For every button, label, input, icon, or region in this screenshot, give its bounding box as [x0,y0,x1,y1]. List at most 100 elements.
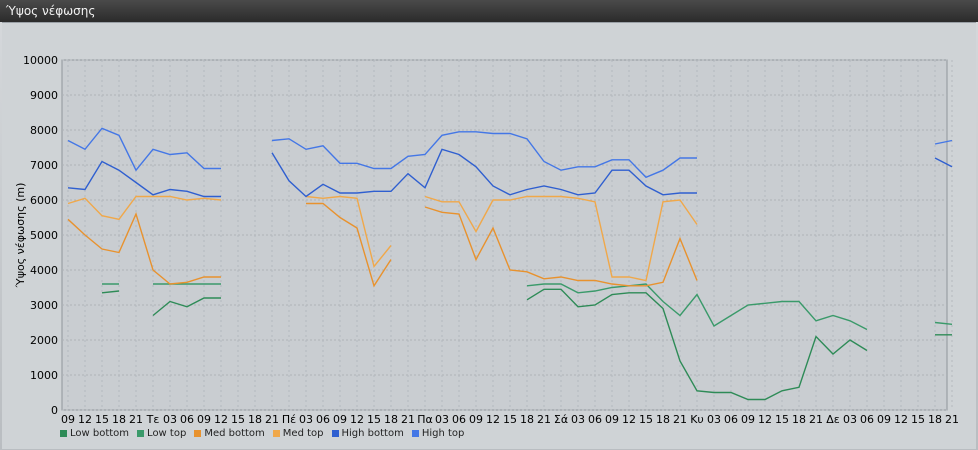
x-tick-label: 21 [945,413,959,426]
x-tick-label: 21 [673,413,687,426]
legend-label: Low bottom [70,427,130,439]
legend-item: Med bottom [194,426,265,440]
y-tick-label: 5000 [30,229,58,242]
y-tick-label: 4000 [30,264,58,277]
x-tick-label: 18 [112,413,126,426]
x-tick-label: 09 [605,413,619,426]
y-tick-label: 7000 [30,159,58,172]
x-tick-label: 15 [95,413,109,426]
y-tick-label: 8000 [30,124,58,137]
series-lines [67,127,953,401]
legend-label: Med top [282,427,324,439]
x-tick-label: 21 [265,413,279,426]
x-tick-label: 03 [571,413,585,426]
legend-item: Low top [137,426,186,440]
legend-item: High bottom [331,426,404,440]
x-axis-ticks: 09 12 15 18 21 Τε 03 06 09 12 15 18 21 Πέ 03 06 09 12 15 18… [61,413,959,426]
x-tick-label: 12 [486,413,500,426]
x-tick-label: 18 [520,413,534,426]
series-line-high-bottom [934,157,953,168]
x-tick-label: Πέ [282,413,296,426]
series-line-low-bottom [526,288,868,401]
x-tick-label: 06 [860,413,874,426]
x-tick-label: 12 [350,413,364,426]
x-tick-label: 06 [724,413,738,426]
y-tick-label: 6000 [30,194,58,207]
x-tick-label: Τε [146,413,160,426]
x-tick-label: 21 [537,413,551,426]
x-tick-label: 12 [78,413,92,426]
x-tick-label: 15 [503,413,517,426]
x-tick-label: 21 [129,413,143,426]
title-bar: Ύψος νέφωσης [0,0,978,22]
x-tick-label: Δε [826,413,840,426]
x-tick-label: 18 [248,413,262,426]
legend-swatch [194,429,202,437]
x-tick-label: 21 [401,413,415,426]
x-tick-label: 18 [656,413,670,426]
x-tick-label: 12 [214,413,228,426]
x-tick-label: Κυ [690,413,704,426]
legend-item: Med top [272,426,324,440]
x-tick-label: 06 [452,413,466,426]
x-tick-label: 18 [928,413,942,426]
window-title: Ύψος νέφωσης [6,4,96,18]
series-line-low-bottom [152,297,221,317]
x-tick-label: 03 [843,413,857,426]
series-line-low-bottom [101,290,120,294]
legend-swatch [411,429,419,437]
series-line-high-top [67,127,221,172]
legend-label: Low top [147,427,187,439]
series-line-med-top [67,195,222,221]
series-line-high-bottom [67,160,221,198]
x-tick-label: 18 [384,413,398,426]
legend-item: High top [411,426,465,440]
legend: Low bottom Low top Med bottom Med top High b… [60,426,464,440]
y-tick-label: 2000 [30,334,58,347]
series-line-low-top [934,321,953,325]
series-line-high-bottom [271,148,697,198]
x-tick-label: 09 [197,413,211,426]
y-tick-label: 3000 [30,299,58,312]
series-line-med-top [305,195,392,269]
x-tick-label: 06 [180,413,194,426]
x-tick-label: 03 [299,413,313,426]
x-tick-label: 06 [588,413,602,426]
x-tick-label: 12 [894,413,908,426]
legend-label: Med bottom [204,427,265,439]
legend-swatch [60,429,67,437]
y-axis-ticks: 0 1000 2000 3000 4000 5000 6000 7000 8000 9000 100… [23,54,58,417]
x-tick-label: 09 [741,413,755,426]
series-line-med-top [424,195,698,282]
x-tick-label: 03 [163,413,177,426]
legend-label: High bottom [341,427,404,439]
series-line-med-bottom [306,202,392,288]
x-tick-label: 15 [775,413,789,426]
series-line-high-top [934,139,953,145]
x-tick-label: 09 [333,413,347,426]
y-axis-label: Ύψος νέφωσης (m) [14,183,27,289]
legend-swatch [137,429,145,437]
y-tick-label: 0 [51,404,58,417]
x-tick-label: Σά [554,413,568,426]
x-tick-label: 12 [622,413,636,426]
x-tick-label: 18 [792,413,806,426]
legend-item: Low bottom [60,426,129,440]
legend-label: High top [421,427,465,439]
series-line-low-top [526,283,868,331]
x-tick-label: 15 [639,413,653,426]
legend-swatch [272,429,280,437]
x-tick-label: 12 [758,413,772,426]
series-line-med-bottom [67,211,221,285]
y-tick-label: 9000 [30,89,58,102]
x-tick-label: Πα [417,413,433,426]
x-tick-label: 09 [61,413,75,426]
x-tick-label: 09 [469,413,483,426]
x-tick-label: 09 [877,413,891,426]
grid [62,59,953,411]
y-tick-label: 1000 [30,369,58,382]
x-tick-label: 15 [367,413,381,426]
x-tick-label: 21 [809,413,823,426]
